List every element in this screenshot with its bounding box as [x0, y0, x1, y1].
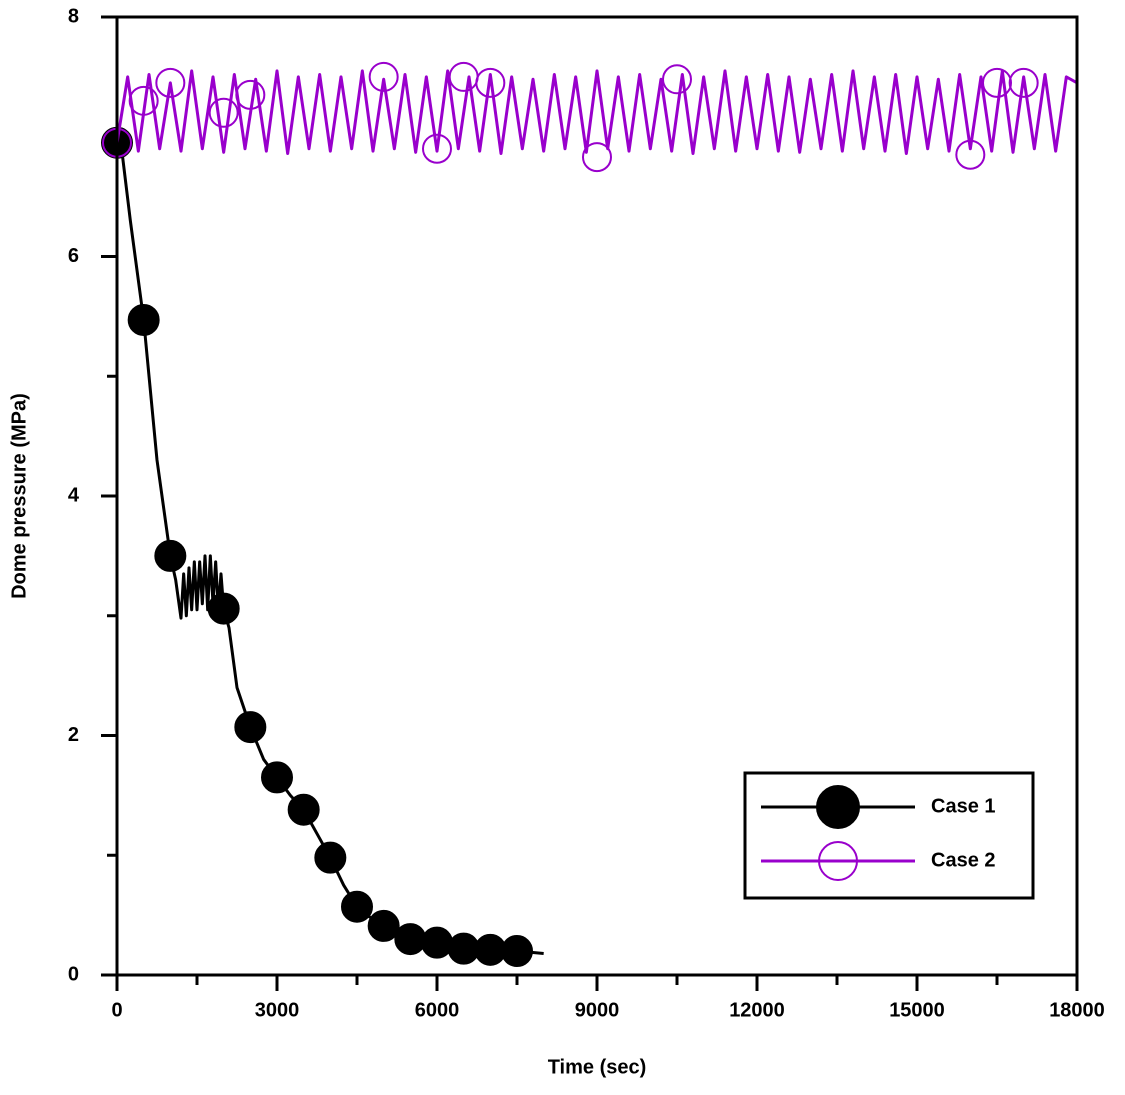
marker: [287, 793, 320, 826]
y-tick-label: 2: [68, 724, 79, 746]
marker: [474, 933, 507, 966]
y-axis-title: Dome pressure (MPa): [8, 393, 30, 599]
legend-label: Case 2: [931, 849, 996, 871]
marker: [662, 64, 692, 95]
marker: [127, 303, 160, 336]
marker: [341, 890, 373, 923]
x-tick-label: 12000: [729, 999, 785, 1021]
x-tick-label: 9000: [575, 999, 620, 1021]
marker: [447, 932, 480, 965]
marker: [421, 926, 453, 959]
x-tick-label: 15000: [889, 999, 945, 1021]
marker: [155, 67, 186, 98]
marker: [234, 711, 267, 744]
marker: [314, 841, 347, 874]
y-tick-label: 8: [68, 5, 79, 27]
marker: [448, 61, 479, 92]
marker: [207, 592, 240, 625]
marker: [235, 79, 266, 110]
marker: [955, 139, 986, 170]
y-tick-label: 0: [68, 963, 79, 985]
marker: [982, 67, 1012, 98]
marker: [582, 142, 612, 173]
marker: [368, 61, 399, 92]
legend-marker: [816, 785, 860, 829]
marker: [1008, 67, 1039, 98]
series-line: [115, 69, 1078, 156]
x-tick-label: 0: [111, 999, 122, 1021]
x-tick-label: 3000: [255, 999, 300, 1021]
marker: [154, 539, 187, 572]
marker: [501, 935, 533, 968]
marker: [128, 85, 159, 116]
marker: [367, 909, 400, 942]
marker: [422, 133, 452, 164]
legend-label: Case 1: [931, 795, 996, 817]
marker: [208, 97, 239, 128]
marker: [394, 923, 427, 956]
marker: [261, 761, 293, 794]
x-tick-label: 18000: [1049, 999, 1105, 1021]
legend-marker: [818, 841, 858, 881]
y-tick-label: 6: [68, 245, 79, 267]
x-tick-label: 6000: [415, 999, 460, 1021]
legend-box: [743, 771, 1035, 900]
plot-frame: [115, 15, 1079, 977]
x-axis-title: Time (sec): [548, 1056, 647, 1078]
marker: [475, 67, 506, 98]
y-tick-label: 4: [68, 484, 80, 506]
